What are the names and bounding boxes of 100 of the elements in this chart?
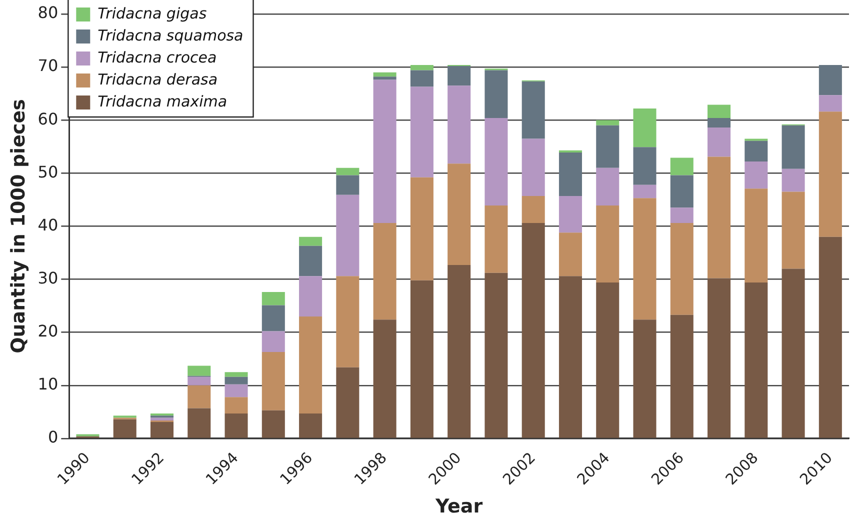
bar [484,70,508,118]
bar [782,125,805,169]
bar [744,282,768,438]
bar [522,223,545,438]
bar [299,236,322,246]
bar [596,125,620,168]
bar [188,376,211,386]
x-axis-title: Year [434,496,484,518]
y-tick-label: 70 [38,56,58,76]
bar [336,175,360,195]
y-tick-label: 40 [38,215,58,234]
bar [224,384,248,398]
bar [262,352,285,410]
bar [633,198,656,320]
bar [373,320,396,438]
bar [744,140,768,162]
bar [708,156,731,278]
bar [262,292,285,306]
bar [224,376,248,384]
bar [410,177,434,280]
bar [633,108,656,148]
bar [522,138,545,196]
bar [336,168,360,176]
bar [596,206,620,282]
bar [224,414,248,438]
bar [818,236,842,438]
bar [558,196,582,233]
bar [670,314,694,438]
bar [448,164,471,265]
bar [633,320,656,438]
bar [744,188,768,282]
bar [782,268,805,438]
bar [336,367,360,438]
bar [113,419,136,438]
bar [670,158,694,176]
bar [484,272,508,438]
bar [670,223,694,315]
bar [299,246,322,276]
bar [188,385,211,408]
bar [150,418,174,420]
bar [299,316,322,414]
y-tick-label: 20 [38,322,58,341]
bar [188,408,211,438]
bar [484,118,508,206]
y-axis-title: Quantity in 1000 pieces [7,99,30,354]
bar [410,280,434,438]
bar [670,175,694,208]
bar [484,206,508,273]
bar [633,184,656,198]
bar [410,70,434,87]
bar [373,76,396,80]
y-tick-label: 0 [48,428,58,447]
bar [448,264,471,438]
bar [708,128,731,157]
legend-label: Tridacna maxima [98,92,228,110]
bar [596,282,620,438]
bar [373,72,396,77]
bar [818,95,842,112]
bar [224,372,248,377]
bar [336,276,360,368]
y-tick-label: 10 [38,374,58,394]
bar [448,66,471,86]
legend-label: Tridacna gigas [98,4,207,22]
bar [670,208,694,224]
bar [782,168,805,192]
bar [744,162,768,189]
bar [818,112,842,237]
bar [373,80,396,224]
bar [708,118,731,128]
bar [262,331,285,352]
bar [373,223,396,320]
legend-label: Tridacna derasa [98,70,218,88]
y-tick-label: 60 [38,109,58,128]
bar [596,120,620,126]
bar [708,104,731,118]
bar [262,410,285,438]
y-tick-label: 50 [38,162,58,182]
bar [596,168,620,206]
bar [558,232,582,276]
bar [818,64,842,96]
bar [410,64,434,70]
bar [708,278,731,438]
bar [188,366,211,376]
legend-label: Tridacna crocea [98,48,217,66]
bar [262,305,285,332]
bar [224,397,248,414]
bar [558,276,582,438]
bar [558,152,582,196]
bar [299,414,322,438]
legend-label: Tridacna squamosa [98,26,244,44]
bar [299,276,322,316]
bar [522,196,545,224]
bar [633,147,656,185]
bar [150,422,174,438]
y-tick-label: 80 [38,3,58,22]
bar [782,192,805,269]
bar [410,86,434,178]
bar [522,81,545,139]
bar [336,194,360,276]
bar [448,86,471,164]
